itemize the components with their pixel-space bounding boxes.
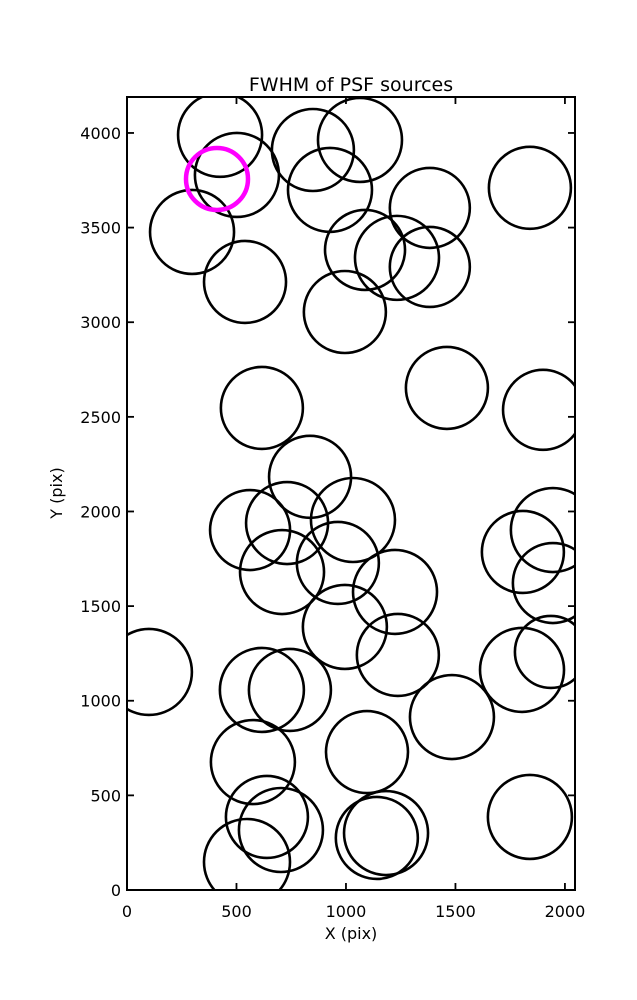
psf-source-circle: [148, 188, 236, 276]
plot-border: [126, 96, 576, 891]
plot-area: [127, 97, 575, 890]
psf-source-circle: [237, 786, 325, 874]
y-tick-label: 500: [90, 786, 121, 805]
psf-source-circle: [247, 647, 333, 733]
y-tick-label: 3000: [80, 313, 121, 332]
y-tick-label: 2500: [80, 408, 121, 427]
x-tick-label: 1000: [326, 902, 367, 921]
psf-source-circle: [408, 673, 496, 761]
x-tick-label: 500: [221, 902, 252, 921]
psf-source-circle: [353, 214, 441, 302]
x-tick-label: 0: [122, 902, 132, 921]
psf-sources-group: [127, 97, 575, 890]
psf-source-circle: [224, 774, 310, 860]
psf-source-circle: [302, 269, 388, 355]
psf-source-circle: [176, 97, 264, 179]
y-tick-label: 2000: [80, 502, 121, 521]
psf-source-circle: [202, 817, 292, 890]
psf-source-circle: [388, 225, 472, 309]
y-tick-label: 1500: [80, 597, 121, 616]
psf-source-circle: [209, 718, 297, 806]
psf-source-circle: [486, 773, 574, 861]
psf-source-circle: [270, 107, 356, 193]
y-tick-label: 4000: [80, 124, 121, 143]
psf-source-circle: [127, 627, 194, 717]
y-tick-label: 3500: [80, 219, 121, 238]
x-axis-label: X (pix): [325, 924, 378, 943]
psf-source-circle: [202, 239, 288, 325]
psf-source-circle: [355, 612, 441, 698]
psf-source-circle: [404, 345, 490, 431]
psf-source-circle: [388, 166, 472, 250]
psf-source-circle: [218, 646, 306, 734]
chart-title: FWHM of PSF sources: [249, 74, 453, 96]
y-tick-label: 0: [111, 881, 121, 900]
psf-source-circle: [301, 583, 389, 671]
highlighted-psf-source-circle: [183, 145, 251, 213]
psf-source-circle: [480, 509, 566, 595]
psf-source-circle: [309, 476, 397, 564]
psf-source-circle: [487, 145, 573, 231]
psf-source-circle: [509, 486, 575, 574]
psf-source-circle: [511, 541, 575, 625]
y-tick-label: 1000: [80, 692, 121, 711]
psf-source-circle: [238, 528, 326, 616]
psf-source-circle: [219, 365, 305, 451]
psf-source-circle: [295, 520, 381, 606]
x-tick-label: 2000: [545, 902, 586, 921]
psf-source-circle: [478, 626, 566, 714]
psf-source-circle: [351, 548, 439, 636]
y-axis-label: Y (pix): [47, 467, 66, 519]
psf-source-circle: [334, 795, 420, 881]
x-tick-label: 1500: [435, 902, 476, 921]
psf-source-circle: [324, 709, 410, 795]
psf-source-circle: [513, 614, 575, 690]
tick-labels-group: 0 500 1000 1500 2000 0 500 1000 1500 2000 2500 3000…: [80, 124, 585, 921]
psf-source-circle: [342, 789, 430, 877]
psf-source-circle: [323, 208, 407, 292]
ticks-group: [126, 97, 575, 891]
psf-source-circle: [501, 368, 575, 452]
